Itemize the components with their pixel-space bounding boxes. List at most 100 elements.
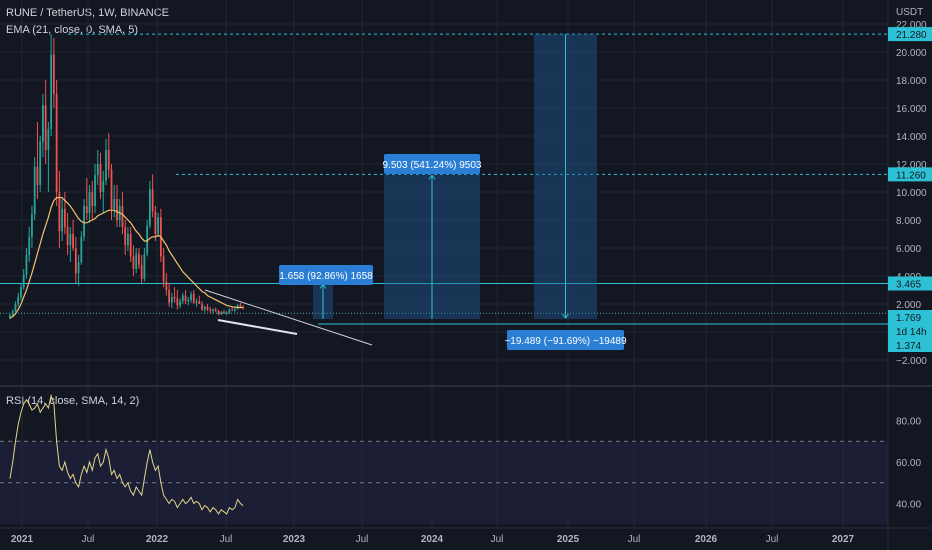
candle-body [58,192,61,232]
candle-body [151,189,154,212]
candle-body [52,54,55,94]
time-tick-label: 2027 [832,534,855,545]
candle-body [129,234,132,257]
measure-label-bg [279,265,373,285]
candle-body [66,227,69,246]
price-badge [888,324,932,338]
candle-body [11,311,14,316]
time-tick-label: Jul [628,534,641,545]
time-tick-label: 2021 [11,534,34,545]
candle-body [140,264,143,279]
candle-body [154,211,157,234]
price-badge-label: 3.465 [896,279,921,290]
rsi-axis[interactable]: 80.00 60.00 40.00 [896,417,921,511]
measure-label: 1.658 (92.86%) 1658 [279,271,373,282]
ema-line [9,197,244,319]
candle-body [110,169,113,209]
candle-body [220,311,223,314]
candle-body [74,248,77,274]
candle-body [77,262,80,274]
candle-body [217,311,220,314]
candle-body [225,312,228,314]
measure-label-bg [384,154,480,174]
candle-body [85,206,88,213]
candle-body [201,304,203,310]
time-axis[interactable]: 2021 Jul 2022 Jul 2023 Jul 2024 Jul 2025 Jul 2026 J… [11,534,855,545]
price-tick-label: 10.000 [896,188,927,199]
price-badge-label: 1d 14h [896,327,927,338]
candle-body [231,309,234,311]
time-tick-label: Jul [491,534,504,545]
price-tick-label: 22.000 [896,20,927,31]
price-axis[interactable]: USDT 22.000 20.000 18.000 16.000 14.000 12.000… [888,7,932,367]
candle-body [116,199,118,220]
rsi-line [9,393,244,515]
rsi-tick-label: 80.00 [896,417,921,428]
candle-body [88,192,91,213]
candle-body [234,308,236,311]
price-tick-label: 8.000 [896,216,921,227]
price-tick-label: 16.000 [896,104,927,115]
candle-body [47,129,50,150]
candle-body [168,290,170,303]
price-badge [888,310,932,324]
candle-body [146,225,149,254]
rsi-indicator-label[interactable]: RSI (14, close, SMA, 14, 2) [6,395,140,407]
candle-body [187,299,190,302]
candle-body [22,274,25,288]
measure-arrowhead [562,313,569,319]
candle-body [105,150,107,181]
time-tick-label: Jul [220,534,233,545]
candle-body [69,234,72,246]
measure-label-bg [507,330,624,350]
candle-body [190,294,192,300]
price-badge-label: 1.769 [896,313,921,324]
price-tick-label: 6.000 [896,244,921,255]
time-tick-label: 2024 [421,534,444,545]
price-tick-label: −2.000 [896,356,927,367]
candle-body [44,105,47,150]
candle-body [39,141,42,185]
price-badge [888,338,932,352]
candle-body [124,227,127,246]
candle-body [223,311,225,314]
time-tick-label: 2023 [283,534,306,545]
candle-body [113,199,116,209]
candle-body [143,253,146,279]
candle-body [132,256,135,269]
time-tick-label: Jul [766,534,779,545]
wedge-upper-trendline [204,289,373,346]
candle-body [192,294,195,303]
candle-body [14,304,17,311]
candle-body [239,305,242,307]
candle-body [96,164,99,176]
candle-body [31,214,33,237]
candle-body [173,297,176,299]
level-lines [0,33,888,325]
candle-body [209,309,212,311]
candle-body [195,301,198,303]
candle-series [9,34,245,320]
candle-body [184,295,187,302]
candle-body [228,309,231,313]
candle-body [121,206,124,227]
candle-body [138,253,140,265]
time-tick-label: 2026 [695,534,718,545]
price-tick-label: 12.000 [896,160,927,171]
candle-body [102,180,105,192]
price-badge-label: 11.260 [896,170,926,181]
measure-label: 9.503 (541.24%) 9503 [383,160,482,171]
ema-indicator-label[interactable]: EMA (21, close, 0, SMA, 5) [6,24,139,36]
price-tick-label: 18.000 [896,76,927,87]
price-badge [888,27,932,42]
price-tick-label: 20.000 [896,48,927,59]
ema-polyline [9,197,244,319]
candle-body [99,164,102,192]
candle-body [179,301,181,306]
candle-body [198,301,201,304]
candle-body [9,315,11,318]
rsi-tick-label: 60.00 [896,458,921,469]
candle-body [28,236,31,255]
